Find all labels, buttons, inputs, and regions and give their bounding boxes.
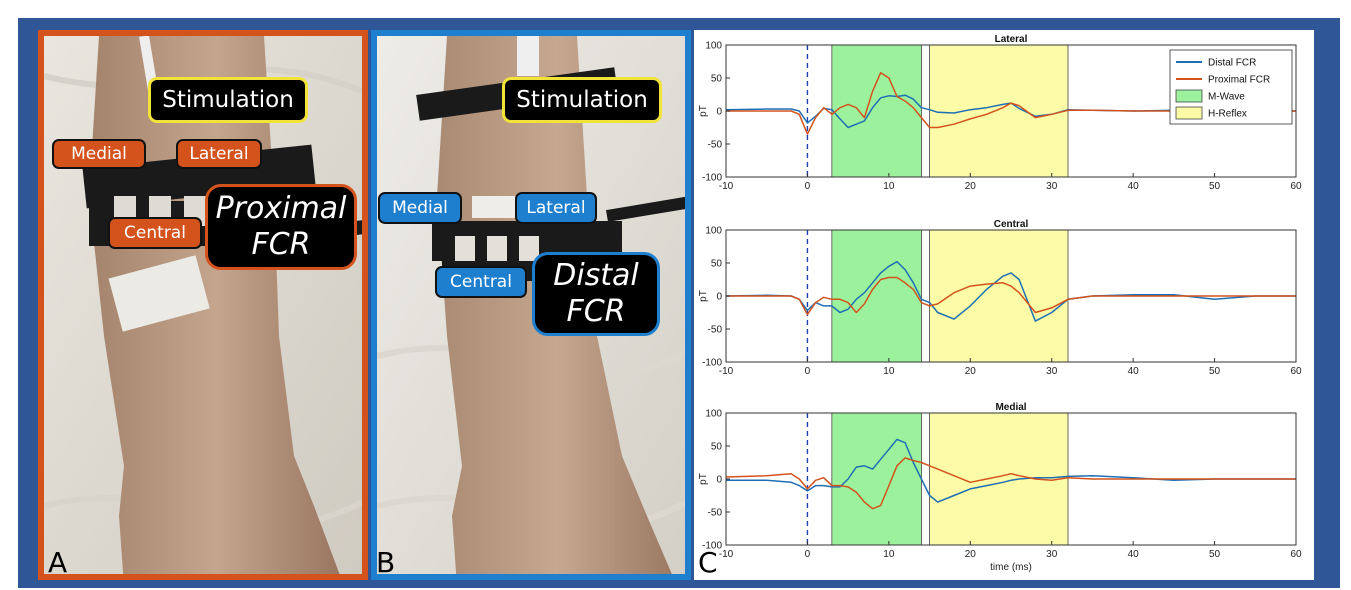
y-tick-label: -50 [708, 508, 723, 519]
x-tick-label: 50 [1209, 181, 1221, 192]
y-tick-label: 0 [716, 107, 722, 118]
chart-panel-c: -10 0 10 20 30 40 50 60 100 50 0 -50 -100 Lateral pT -1… [694, 30, 1314, 580]
legend-label: Proximal FCR [1208, 75, 1270, 86]
x-tick-label: 10 [883, 366, 895, 377]
shaded-h-reflex-medial [929, 412, 1069, 546]
y-tick-label: -50 [708, 325, 723, 336]
x-tick-label: 60 [1290, 181, 1302, 192]
y-tick-label: 50 [711, 74, 723, 85]
y-tick-label: 0 [716, 292, 722, 303]
panel-letter-a: A [48, 546, 68, 579]
y-axis-label: pT [698, 473, 709, 485]
x-tick-label: 40 [1128, 549, 1140, 560]
subplot-title-central: Central [994, 219, 1029, 230]
x-tick-label: 10 [883, 549, 895, 560]
series-proximal-medial [725, 457, 1296, 510]
legend-label: M-Wave [1208, 92, 1245, 103]
chart-svg: -10 0 10 20 30 40 50 60100500-50-100LateralpT-1… [698, 34, 1302, 573]
x-tick-label: 0 [805, 181, 811, 192]
shaded-h-reflex-lateral [929, 44, 1069, 178]
x-tick-label: 20 [965, 549, 977, 560]
x-tick-label: 60 [1290, 366, 1302, 377]
y-tick-label: 0 [716, 475, 722, 486]
x-tick-label: 30 [1046, 366, 1058, 377]
shaded-m-wave-medial [831, 412, 922, 546]
x-tick-label: 40 [1128, 181, 1140, 192]
distal-title-line2: FCR [566, 294, 626, 329]
series-proximal-lateral [726, 71, 1296, 135]
series-proximal-central [726, 276, 1296, 316]
subplot-title-lateral: Lateral [995, 34, 1028, 45]
central-label-a: Central [108, 217, 202, 249]
panel-letter-b: B [376, 546, 396, 579]
subplot-title-medial: Medial [995, 402, 1026, 413]
y-axis-label: pT [698, 290, 709, 302]
y-tick-label: 50 [711, 259, 723, 270]
x-tick-label: 0 [805, 366, 811, 377]
shaded-h-reflex-central [929, 229, 1069, 363]
y-tick-label: 100 [705, 226, 722, 237]
lateral-label-a: Lateral [176, 139, 262, 169]
x-tick-label: 60 [1290, 549, 1302, 560]
x-tick-label: 40 [1128, 366, 1140, 377]
x-tick-label: 30 [1046, 181, 1058, 192]
panel-letter-c: C [698, 546, 718, 579]
y-tick-label: -100 [702, 541, 722, 552]
y-tick-label: -50 [708, 140, 723, 151]
proximal-title-line2: FCR [251, 227, 311, 262]
distal-fcr-title: Distal FCR [532, 252, 660, 336]
legend-label: H-Reflex [1208, 109, 1247, 120]
lateral-label-b: Lateral [515, 192, 597, 224]
shaded-m-wave-central [831, 229, 922, 363]
y-tick-label: 100 [705, 409, 722, 420]
legend-swatch-m-wave [1175, 89, 1203, 103]
x-tick-label: 30 [1046, 549, 1058, 560]
shaded-m-wave-lateral [831, 44, 922, 178]
x-tick-label: 0 [805, 549, 811, 560]
proximal-title-line1: Proximal [215, 191, 347, 226]
y-tick-label: 100 [705, 41, 722, 52]
x-tick-label: 20 [965, 366, 977, 377]
y-axis-label: pT [698, 105, 709, 117]
legend-label: Distal FCR [1208, 58, 1256, 69]
x-tick-label: -10 [719, 549, 734, 560]
distal-title-line1: Distal [553, 258, 639, 293]
x-axis-label: time (ms) [990, 562, 1032, 573]
medial-label-a: Medial [52, 139, 146, 169]
x-tick-label: 20 [965, 181, 977, 192]
x-tick-label: 50 [1209, 549, 1221, 560]
series-distal-medial [726, 438, 1296, 503]
y-tick-label: 50 [711, 442, 723, 453]
medial-label-b: Medial [378, 192, 462, 224]
central-label-b: Central [435, 266, 527, 298]
x-tick-label: 50 [1209, 366, 1221, 377]
legend-swatch-h-reflex [1175, 106, 1203, 120]
x-tick-label: 10 [883, 181, 895, 192]
x-tick-label: -10 [719, 366, 734, 377]
y-tick-label: -100 [702, 173, 722, 184]
stimulation-label-b: Stimulation [502, 77, 662, 123]
proximal-fcr-title: Proximal FCR [205, 184, 357, 270]
y-tick-label: -100 [702, 358, 722, 369]
x-tick-label: -10 [719, 181, 734, 192]
stimulation-label-a: Stimulation [148, 77, 308, 123]
